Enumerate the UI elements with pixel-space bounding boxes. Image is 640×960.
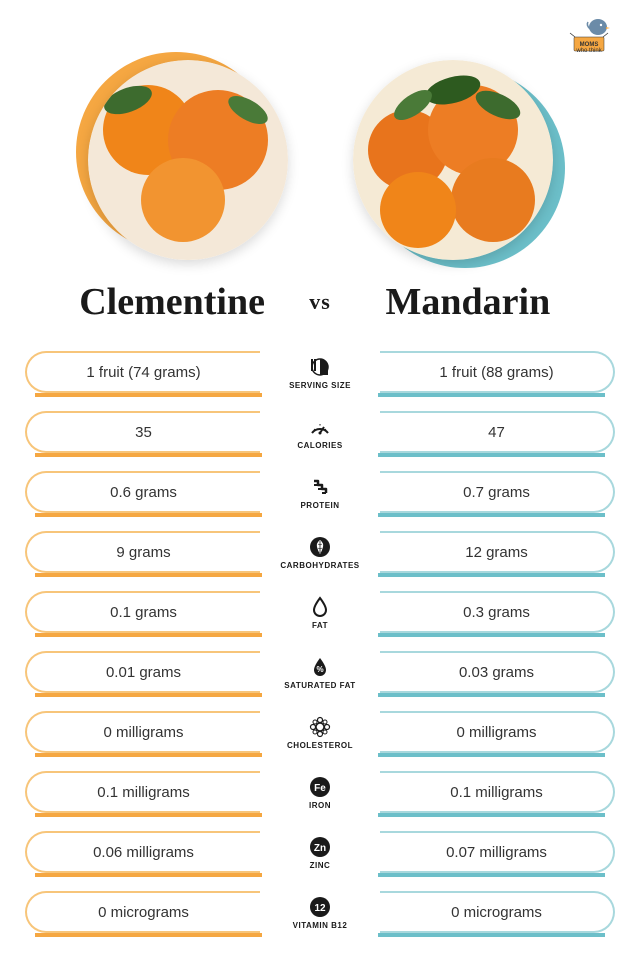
svg-text:12: 12 <box>314 903 326 914</box>
left-value: 9 grams <box>25 531 260 573</box>
nutrient-label-col: CARBOHYDRATES <box>260 535 380 570</box>
right-value: 0.7 grams <box>380 471 615 513</box>
svg-text:Zn: Zn <box>314 843 326 854</box>
mandarin-illustration <box>353 60 553 260</box>
right-value: 0 micrograms <box>380 891 615 933</box>
nutrient-label: IRON <box>309 801 331 810</box>
nutrient-label-col: % SATURATED FAT <box>260 655 380 690</box>
nutrient-label: PROTEIN <box>300 501 339 510</box>
zinc-icon: Zn <box>308 835 332 859</box>
nutrient-label: SATURATED FAT <box>284 681 355 690</box>
calories-icon <box>308 415 332 439</box>
vs-label: vs <box>309 289 331 315</box>
clementine-illustration <box>88 60 288 260</box>
nutrition-row: 1 fruit (74 grams) SERVING SIZE 1 fruit (8… <box>25 349 615 395</box>
right-value: 0.1 milligrams <box>380 771 615 813</box>
nutrition-row: 0.06 milligrams Zn ZINC 0.07 milligrams <box>25 829 615 875</box>
right-value: 1 fruit (88 grams) <box>380 351 615 393</box>
nutrient-label: ZINC <box>310 861 331 870</box>
right-value: 0.07 milligrams <box>380 831 615 873</box>
right-value: 0.03 grams <box>380 651 615 693</box>
nutrient-label: CALORIES <box>297 441 342 450</box>
cholesterol-icon <box>308 715 332 739</box>
nutrient-label-col: Fe IRON <box>260 775 380 810</box>
right-value: 47 <box>380 411 615 453</box>
nutrient-label-col: CALORIES <box>260 415 380 450</box>
left-value: 0.01 grams <box>25 651 260 693</box>
right-value: 0.3 grams <box>380 591 615 633</box>
nutrient-label: FAT <box>312 621 328 630</box>
carbs-icon <box>308 535 332 559</box>
left-value: 0.06 milligrams <box>25 831 260 873</box>
left-fruit-title: Clementine <box>35 280 309 324</box>
fruit-images-row <box>25 60 615 260</box>
brand-logo: MOMS who think <box>560 15 615 60</box>
right-value: 0 milligrams <box>380 711 615 753</box>
satfat-icon: % <box>308 655 332 679</box>
nutrient-label-col: PROTEIN <box>260 475 380 510</box>
protein-icon <box>308 475 332 499</box>
serving-icon <box>308 355 332 379</box>
nutrition-table: 1 fruit (74 grams) SERVING SIZE 1 fruit (8… <box>25 349 615 935</box>
svg-text:who think: who think <box>575 48 602 54</box>
right-value: 12 grams <box>380 531 615 573</box>
nutrient-label-col: 12 VITAMIN B12 <box>260 895 380 930</box>
nutrition-row: 35 CALORIES 47 <box>25 409 615 455</box>
left-value: 1 fruit (74 grams) <box>25 351 260 393</box>
nutrition-row: 0.1 grams FAT 0.3 grams <box>25 589 615 635</box>
logo-icon: MOMS who think <box>560 15 615 60</box>
left-value: 0.1 grams <box>25 591 260 633</box>
nutrition-row: 0.1 milligrams Fe IRON 0.1 milligrams <box>25 769 615 815</box>
iron-icon: Fe <box>308 775 332 799</box>
titles-row: Clementine vs Mandarin <box>25 280 615 324</box>
nutrition-row: 0.01 grams% SATURATED FAT 0.03 grams <box>25 649 615 695</box>
nutrition-row: 0 micrograms 12 VITAMIN B12 0 micrograms <box>25 889 615 935</box>
left-value: 35 <box>25 411 260 453</box>
clementine-image <box>88 60 288 260</box>
nutrient-label: VITAMIN B12 <box>293 921 348 930</box>
left-value: 0 milligrams <box>25 711 260 753</box>
svg-text:%: % <box>316 665 323 674</box>
nutrient-label-col: FAT <box>260 595 380 630</box>
fat-icon <box>308 595 332 619</box>
nutrient-label: CARBOHYDRATES <box>280 561 359 570</box>
mandarin-image <box>353 60 553 260</box>
nutrient-label-col: Zn ZINC <box>260 835 380 870</box>
left-value: 0 micrograms <box>25 891 260 933</box>
nutrition-row: 0.6 grams PROTEIN 0.7 grams <box>25 469 615 515</box>
svg-text:Fe: Fe <box>314 783 326 794</box>
nutrition-row: 9 grams CARBOHYDRATES 12 grams <box>25 529 615 575</box>
nutrient-label: SERVING SIZE <box>289 381 351 390</box>
nutrition-row: 0 milligrams CHOLESTEROL 0 milligrams <box>25 709 615 755</box>
nutrient-label: CHOLESTEROL <box>287 741 353 750</box>
nutrient-label-col: CHOLESTEROL <box>260 715 380 750</box>
left-value: 0.6 grams <box>25 471 260 513</box>
b12-icon: 12 <box>308 895 332 919</box>
right-fruit-title: Mandarin <box>331 280 605 324</box>
nutrient-label-col: SERVING SIZE <box>260 355 380 390</box>
left-value: 0.1 milligrams <box>25 771 260 813</box>
